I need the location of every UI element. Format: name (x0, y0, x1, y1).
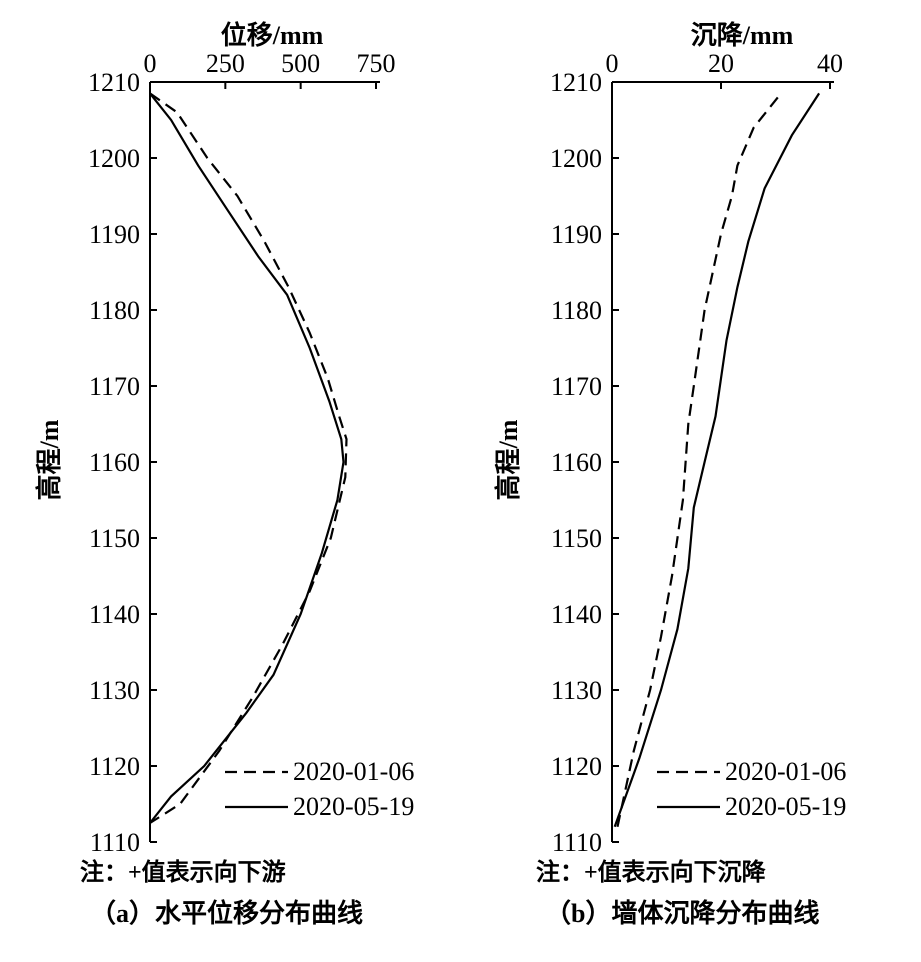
x-tick-label-a-0: 0 (144, 49, 157, 78)
y-tick-label-b-1150: 1150 (551, 524, 602, 553)
y-tick-label-a-1110: 1110 (90, 828, 140, 857)
y-tick-label-a-1190: 1190 (89, 220, 140, 249)
y-axis-label-a: 高程/m (34, 419, 64, 500)
y-tick-label-b-1190: 1190 (551, 220, 602, 249)
y-tick-label-a-1150: 1150 (89, 524, 140, 553)
plot-area-b: 1110 1120 1130 1140 1150 1160 1170 1180 1190 1200… (550, 49, 846, 857)
legend-label-a-2020-05-19: 2020-05-19 (293, 792, 414, 821)
series-line-b-2020-01-06 (616, 92, 782, 828)
y-axis-label-b: 高程/m (493, 419, 523, 500)
y-tick-label-a-1170: 1170 (89, 372, 140, 401)
x-tick-label-a-750: 750 (357, 49, 396, 78)
y-tick-label-b-1180: 1180 (551, 296, 602, 325)
legend-label-b-2020-01-06: 2020-01-06 (725, 757, 846, 786)
y-tick-label-a-1130: 1130 (89, 676, 140, 705)
x-axis-label-a: 位移/mm (221, 20, 324, 50)
y-tick-label-b-1130: 1130 (551, 676, 602, 705)
x-tick-label-b-40: 40 (817, 49, 843, 78)
y-tick-label-b-1160: 1160 (551, 448, 602, 477)
caption-b: （b）墙体沉降分布曲线 (545, 899, 819, 928)
y-tick-label-b-1210: 1210 (550, 68, 602, 97)
plot-area-a: 1110 1120 1130 1140 1150 1160 1170 1180 1190 1200… (88, 49, 414, 857)
y-tick-label-a-1180: 1180 (89, 296, 140, 325)
y-tick-label-a-1160: 1160 (89, 448, 140, 477)
y-tick-label-a-1200: 1200 (88, 144, 140, 173)
y-tick-label-b-1110: 1110 (552, 828, 602, 857)
y-tick-label-b-1170: 1170 (551, 372, 602, 401)
note-b: 注：+值表示向下沉降 (536, 858, 767, 886)
x-tick-label-a-250: 250 (206, 49, 245, 78)
x-tick-label-a-500: 500 (281, 49, 320, 78)
y-tick-label-a-1140: 1140 (89, 600, 140, 629)
y-tick-label-a-1210: 1210 (88, 68, 140, 97)
legend-label-a-2020-01-06: 2020-01-06 (293, 757, 414, 786)
series-line-a-2020-01-06 (149, 92, 348, 824)
caption-a: （a）水平位移分布曲线 (90, 898, 363, 928)
y-tick-label-a-1120: 1120 (89, 752, 140, 781)
x-tick-label-b-0: 0 (606, 49, 619, 78)
y-tick-label-b-1140: 1140 (551, 600, 602, 629)
y-tick-label-b-1200: 1200 (550, 144, 602, 173)
legend-label-b-2020-05-19: 2020-05-19 (725, 792, 846, 821)
series-line-a-2020-05-19 (149, 92, 345, 824)
x-tick-label-b-20: 20 (708, 49, 734, 78)
x-axis-label-b: 沉降/mm (691, 21, 794, 50)
series-line-b-2020-05-19 (613, 92, 821, 828)
y-tick-label-b-1120: 1120 (551, 752, 602, 781)
note-a: 注：+值表示向下游 (80, 858, 286, 886)
